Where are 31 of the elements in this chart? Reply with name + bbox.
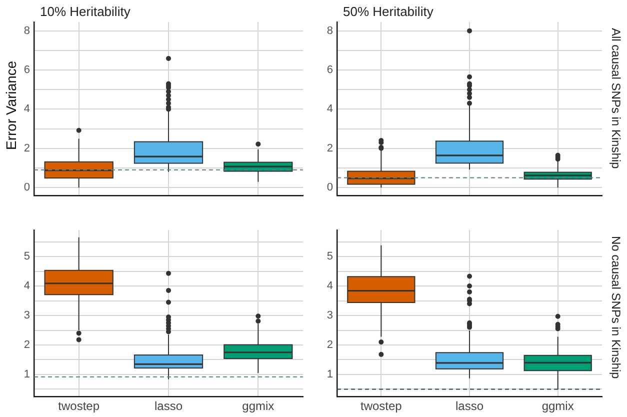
y-tick-label: 4 xyxy=(24,280,30,292)
x-tick-label: ggmix xyxy=(542,399,574,414)
y-tick-label: 4 xyxy=(24,103,30,116)
y-tick-label: 8 xyxy=(24,24,30,37)
y-tick-label: 3 xyxy=(24,310,30,322)
y-tick-label: 2 xyxy=(326,339,333,352)
x-tick-label: lasso xyxy=(154,399,183,414)
text: No causal SNPs in Kinship xyxy=(609,236,623,379)
x-tick-label: twostep xyxy=(360,399,402,414)
y-tick-label: 2 xyxy=(24,142,30,154)
y-tick-label: 0 xyxy=(326,182,333,194)
y-tick-label: 2 xyxy=(326,142,333,154)
y-tick-label: 1 xyxy=(326,368,333,381)
x-tick-label: ggmix xyxy=(242,399,274,414)
y-tick-label: 5 xyxy=(326,250,333,263)
y-tick-label: 5 xyxy=(24,250,30,263)
y-tick-label: 1 xyxy=(24,368,30,381)
chart-title: 10% Heritability xyxy=(40,4,130,19)
y-tick-label: 8 xyxy=(326,24,333,37)
y-tick-label: 2 xyxy=(24,339,30,352)
y-tick-label: 4 xyxy=(326,280,333,292)
x-tick-label: twostep xyxy=(58,399,100,414)
y-tick-label: 6 xyxy=(24,64,30,76)
x-tick-label: lasso xyxy=(455,399,484,414)
y-axis-title: Error Variance xyxy=(3,60,19,150)
y-tick-label: 3 xyxy=(326,310,333,322)
chart-title: 50% Heritability xyxy=(343,4,434,19)
text: All causal SNPs in Kinship xyxy=(609,28,623,169)
y-tick-label: 4 xyxy=(326,103,333,116)
y-tick-label: 0 xyxy=(24,182,30,194)
y-tick-label: 6 xyxy=(326,64,333,76)
